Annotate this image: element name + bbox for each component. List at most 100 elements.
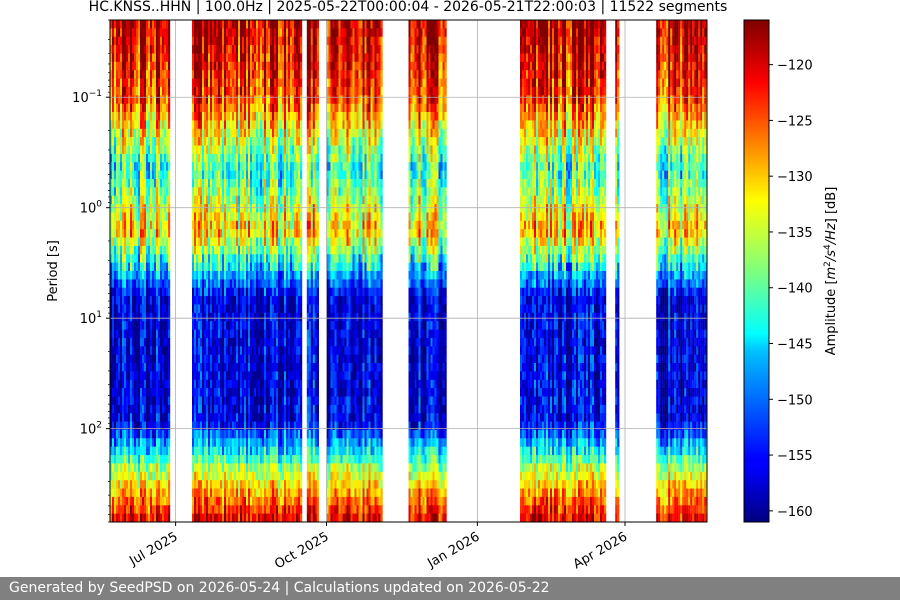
heatmap-cell — [222, 413, 225, 423]
heatmap-cell — [146, 20, 149, 29]
heatmap-cell — [278, 70, 281, 80]
heatmap-cell — [226, 237, 229, 247]
heatmap-cell — [150, 187, 153, 197]
heatmap-cell — [228, 413, 231, 423]
heatmap-cell — [132, 388, 135, 398]
heatmap-cell — [292, 480, 295, 490]
heatmap-cell — [246, 304, 249, 314]
heatmap-cell — [290, 363, 293, 372]
heatmap-cell — [210, 438, 213, 448]
heatmap-cell — [278, 170, 281, 180]
heatmap-cell — [202, 120, 205, 130]
heatmap-cell — [134, 404, 137, 414]
heatmap-cell — [156, 488, 159, 498]
heatmap-cell — [256, 220, 259, 230]
heatmap-cell — [292, 337, 295, 347]
heatmap-cell — [198, 446, 201, 456]
heatmap-cell — [278, 212, 281, 222]
heatmap-cell — [238, 112, 241, 121]
heatmap-cell — [250, 463, 253, 473]
heatmap-cell — [122, 304, 125, 314]
heatmap-cell — [132, 103, 135, 113]
heatmap-cell — [142, 363, 145, 372]
heatmap-cell — [230, 120, 233, 130]
heatmap-cell — [266, 78, 269, 88]
heatmap-cell — [134, 145, 137, 155]
heatmap-cell — [238, 471, 241, 481]
heatmap-cell — [292, 45, 295, 55]
heatmap-cell — [136, 212, 139, 222]
heatmap-cell — [234, 496, 237, 506]
heatmap-cell — [252, 287, 255, 297]
heatmap-cell — [160, 312, 163, 322]
heatmap-cell — [110, 70, 113, 80]
heatmap-cell — [160, 128, 163, 138]
heatmap-cell — [254, 496, 257, 506]
heatmap-cell — [258, 304, 261, 314]
heatmap-cell — [230, 28, 233, 38]
heatmap-cell — [148, 36, 151, 46]
heatmap-cell — [212, 271, 215, 280]
heatmap-cell — [134, 45, 137, 55]
heatmap-cell — [286, 170, 289, 180]
heatmap-cell — [294, 70, 297, 80]
heatmap-cell — [164, 45, 167, 55]
heatmap-cell — [124, 471, 127, 481]
heatmap-cell — [210, 212, 213, 222]
heatmap-cell — [292, 513, 295, 522]
heatmap-cell — [144, 271, 147, 280]
heatmap-cell — [262, 36, 265, 46]
heatmap-cell — [118, 162, 121, 172]
heatmap-cell — [290, 162, 293, 172]
heatmap-cell — [278, 95, 281, 105]
heatmap-cell — [214, 254, 217, 264]
heatmap-cell — [276, 430, 279, 439]
heatmap-cell — [232, 112, 235, 121]
heatmap-cell — [208, 195, 211, 205]
heatmap-cell — [246, 346, 249, 356]
heatmap-cell — [226, 212, 229, 222]
heatmap-cell — [284, 70, 287, 80]
heatmap-cell — [130, 312, 133, 322]
heatmap-cell — [234, 20, 237, 29]
heatmap-cell — [282, 20, 285, 29]
heatmap-cell — [268, 212, 271, 222]
heatmap-cell — [138, 229, 141, 239]
heatmap-cell — [132, 245, 135, 255]
heatmap-cell — [130, 279, 133, 289]
heatmap-cell — [150, 137, 153, 147]
heatmap-cell — [150, 396, 153, 406]
heatmap-cell — [194, 53, 197, 63]
heatmap-cell — [140, 162, 143, 172]
heatmap-cell — [140, 496, 143, 506]
heatmap-cell — [132, 496, 135, 506]
heatmap-cell — [232, 95, 235, 105]
heatmap-cell — [218, 421, 221, 431]
heatmap-cell — [276, 513, 279, 522]
heatmap-cell — [204, 337, 207, 347]
heatmap-cell — [162, 287, 165, 297]
heatmap-cell — [144, 404, 147, 414]
heatmap-cell — [248, 304, 251, 314]
heatmap-cell — [224, 371, 227, 381]
heatmap-cell — [280, 480, 283, 490]
heatmap-cell — [168, 112, 171, 121]
heatmap-cell — [256, 363, 259, 372]
heatmap-cell — [230, 86, 233, 96]
heatmap-cell — [244, 36, 247, 46]
heatmap-cell — [126, 112, 129, 121]
heatmap-cell — [238, 396, 241, 406]
heatmap-cell — [236, 379, 239, 389]
heatmap-cell — [204, 354, 207, 364]
heatmap-cell — [156, 153, 159, 163]
heatmap-cell — [290, 170, 293, 180]
heatmap-cell — [192, 480, 195, 490]
heatmap-cell — [232, 86, 235, 96]
heatmap-cell — [212, 262, 215, 272]
heatmap-cell — [230, 346, 233, 356]
heatmap-cell — [146, 212, 149, 222]
heatmap-cell — [264, 120, 267, 130]
heatmap-cell — [228, 480, 231, 490]
heatmap-cell — [158, 287, 161, 297]
heatmap-cell — [226, 262, 229, 272]
